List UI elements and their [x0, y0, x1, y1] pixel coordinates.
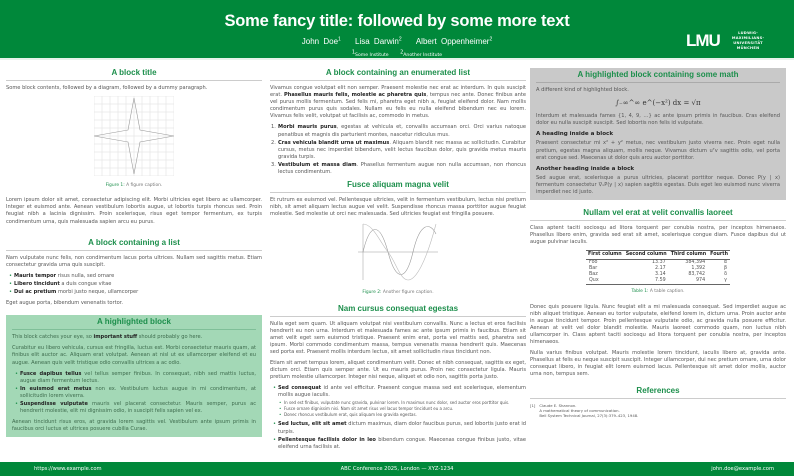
block-title: A highlighted block: [12, 317, 256, 331]
lmu-logo: LMU LUDWIG- MAXIMILIANS- UNIVERSITÄT MÜNCHE…: [686, 31, 765, 50]
list-item: Libero tincidunt a duis congue vitae: [9, 281, 262, 288]
block-nam-cursus: Nam cursus consequat egestas Nulla eget …: [270, 304, 526, 451]
block-title: A block containing an enumerated list: [270, 68, 526, 81]
list-item: Fusce dapibus tellus vel tellus semper f…: [15, 371, 256, 385]
paragraph: Sed augue erat, scelerisque a purus ultr…: [536, 174, 780, 196]
integral-equation: ∫₋∞^∞ e^(−x²) dx = √π: [615, 99, 701, 108]
paragraph: A different kind of highlighted block.: [536, 87, 629, 93]
list-item: In euismod erat metus non ex. Vestibulum…: [15, 386, 256, 400]
block-nullam: Nullam vel erat at velit convallis laore…: [530, 208, 786, 378]
institute: 1Some Institute: [351, 49, 389, 59]
paragraph: Interdum et malesuada fames {1, 4, 9, …}…: [536, 113, 780, 127]
paragraph: Aenean tincidunt risus eros, at gravida …: [12, 419, 256, 433]
paragraph: Class aptent taciti sociosqu ad litora t…: [530, 225, 786, 246]
references-block: References [1] Claude E. Shannon. A mathe…: [530, 386, 786, 418]
list-item: 1. Morbi mauris purus, egestas at vehicul…: [271, 124, 526, 138]
list-item: Dui ac pretium morbi justo neque, ullamc…: [9, 289, 262, 296]
paragraph: Nam vulputate nunc felis, non condimentu…: [6, 254, 262, 268]
paragraph: This block catches your eye, so importan…: [12, 334, 203, 341]
column-middle: A block containing an enumerated list Vi…: [270, 68, 526, 455]
paragraph: Etiam sit amet tempus lorem, aliquet con…: [270, 360, 526, 381]
paragraph: Some block contents, followed by a diagr…: [6, 85, 208, 91]
paragraph: Vivamus congue volutpat elit non semper.…: [270, 85, 526, 120]
star-diagram: [93, 95, 175, 177]
list-item: 3. Vestibulum et massa diam. Phasellus fe…: [271, 161, 526, 176]
paragraph: Nulla eget sem quam. Ut aliquam volutpat…: [270, 320, 526, 355]
block-heading: A heading inside a block: [536, 131, 614, 138]
paragraph: Eget augue porta, bibendum venenatis tor…: [6, 300, 123, 307]
list-item: Pellentesque facilisis dolor in leo bibe…: [273, 437, 526, 451]
institute-list: 1Some Institute 2Another Institute: [0, 50, 794, 59]
enumerated-list: 1. Morbi mauris purus, egestas at vehicul…: [271, 124, 526, 176]
author: Lisa Darwin2: [355, 36, 402, 46]
math-block: A highlighted block containing some math…: [530, 68, 786, 201]
block-title: References: [530, 386, 786, 400]
list-item: Sed consequat id ante vel efficitur. Pra…: [273, 385, 526, 418]
highlighted-block: A highlighted block This block catches y…: [6, 315, 262, 438]
poster-header: Some fancy title: followed by some more …: [0, 0, 794, 58]
sub-list: In sed est finibus, vulputate nunc gravi…: [279, 400, 526, 418]
paragraph: Nulla varius finibus volutpat. Mauris mo…: [530, 350, 786, 378]
block-heading: Another heading inside a block: [536, 165, 635, 172]
figure-sine-plot: [270, 222, 526, 285]
reference-item: [1] Claude E. Shannon. A mathematical the…: [530, 403, 639, 419]
list-item: Suspendisse vulputate mauris vel placera…: [15, 401, 256, 415]
sub-list-item: Fusce ornare dignissim nisi. Nam sit ame…: [279, 406, 526, 412]
bullet-list: Mauris tempor risus nulla, sed ornare Li…: [9, 273, 262, 296]
block-title: A highlighted block containing some math: [536, 70, 780, 83]
paragraph: Et rutrum ex euismod vel. Pellentesque u…: [270, 197, 526, 218]
list-item: Mauris tempor risus nulla, sed ornare: [9, 273, 262, 280]
list-item: 2. Cras vehicula blandit urna ut maximus.…: [271, 139, 526, 160]
block-title: A block title: [6, 68, 262, 81]
bullet-list: Sed consequat id ante vel efficitur. Pra…: [273, 385, 526, 451]
figure-caption: Figure 2: Another figure caption.: [362, 289, 434, 295]
bullet-list: Fusce dapibus tellus vel tellus semper f…: [15, 371, 256, 416]
sub-list-item: In sed est finibus, vulputate nunc gravi…: [279, 400, 526, 406]
author: John Doe1: [301, 36, 341, 46]
header-divider: [0, 58, 794, 60]
table-caption: Table 1: A table caption.: [631, 289, 685, 295]
author-list: John Doe1 Lisa Darwin2 Albert Oppenheime…: [0, 36, 794, 46]
footer-url[interactable]: https://www.example.com: [34, 466, 102, 472]
block-list: A block containing a list Nam vulputate …: [6, 238, 262, 308]
figure-caption: Figure 1: A figure caption.: [105, 183, 163, 189]
column-right: A highlighted block containing some math…: [530, 68, 786, 418]
sine-plot: [358, 224, 438, 281]
footer-conference: ABC Conference 2025, London — XYZ-1234: [340, 466, 454, 472]
table-row: Foo 13.37 384,394 α: [589, 260, 727, 266]
block-enumerated: A block containing an enumerated list Vi…: [270, 68, 526, 176]
institute: 2Another Institute: [400, 49, 443, 59]
list-item: Sed luctus, elit sit amet dictum maximus…: [273, 421, 526, 435]
table-row: Bar 2.17 1,392 β: [589, 266, 727, 272]
table-row: Baz 3.14 83,742 δ: [589, 272, 727, 278]
block-a-block-title: A block title Some block contents, follo…: [6, 68, 262, 226]
block-title: Fusce aliquam magna velit: [270, 180, 526, 194]
block-title: Nam cursus consequat egestas: [270, 304, 526, 317]
sub-list-item: Donec rhoncus vestibulum erat, quis aliq…: [279, 412, 526, 418]
paragraph: Praesent consectetur mi x² + y² metus, n…: [536, 140, 780, 161]
block-title: A block containing a list: [6, 238, 262, 251]
table-row: Qux 7.59 974 γ: [586, 278, 730, 286]
column-left: A block title Some block contents, follo…: [6, 68, 262, 438]
author: Albert Oppenheimer2: [415, 36, 493, 46]
data-table: First column Second column Third column Fou…: [586, 250, 730, 286]
block-title: Nullam vel erat at velit convallis laore…: [530, 208, 786, 222]
poster-footer: https://www.example.com ABC Conference 2…: [0, 462, 794, 476]
paragraph: Lorem ipsum dolor sit amet, consectetur …: [6, 197, 262, 225]
figure-star-diagram: [6, 95, 262, 179]
paragraph: Donec quis posuere ligula. Nunc feugiat …: [530, 303, 786, 345]
footer-email[interactable]: john.doe@example.com: [711, 466, 774, 472]
block-fusce: Fusce aliquam magna velit Et rutrum ex e…: [270, 180, 526, 295]
paragraph: Curabitur eu libero vehicula, cursus est…: [12, 345, 256, 366]
poster-title: Some fancy title: followed by some more …: [224, 12, 570, 30]
